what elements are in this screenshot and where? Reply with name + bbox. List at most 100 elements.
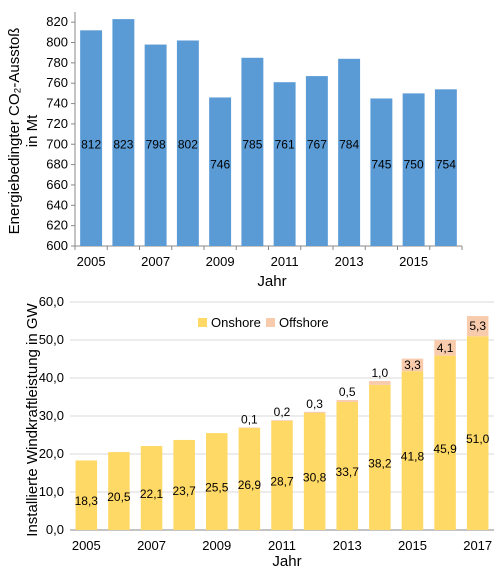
wind-offshore-data-label: 3,3 [404, 358, 421, 372]
wind-bar-onshore [75, 460, 98, 530]
wind-bar-onshore [434, 355, 456, 530]
co2-bar-data-label: 754 [436, 158, 456, 172]
wind-bar-onshore [173, 439, 195, 530]
wind-bar-offshore [303, 411, 326, 413]
co2-bar-data-label: 784 [339, 137, 359, 151]
wind-onshore-data-label: 38,2 [368, 456, 392, 470]
wind-onshore-data-label: 22,1 [140, 487, 164, 501]
co2-bar [241, 57, 264, 246]
wind-onshore-data-label: 41,8 [401, 450, 425, 464]
co2-bar [80, 30, 103, 246]
wind-y-tick-label: 30,0 [39, 408, 64, 423]
co2-bar-data-label: 798 [146, 137, 166, 151]
co2-x-tick-label: 2013 [335, 254, 364, 269]
wind-onshore-data-label: 25,5 [205, 481, 229, 495]
wind-chart-legend: Onshore Offshore [198, 315, 329, 330]
wind-onshore-data-label: 28,7 [270, 474, 294, 488]
wind-onshore-data-label: 18,3 [75, 494, 99, 508]
co2-bar-data-label: 746 [210, 158, 230, 172]
wind-bar-offshore [401, 358, 424, 372]
wind-bar-offshore [271, 420, 293, 421]
wind-x-tick-label: 2009 [202, 538, 231, 553]
wind-x-tick-label: 2015 [398, 538, 427, 553]
co2-bar [144, 44, 167, 247]
wind-bar-onshore [140, 446, 163, 530]
co2-bar [209, 97, 232, 246]
co2-y-tick-label: 700 [46, 136, 68, 151]
co2-x-tick-label: 2015 [399, 254, 428, 269]
wind-bar-onshore [303, 412, 326, 530]
wind-bar-offshore [434, 340, 456, 356]
co2-y-tick-label: 800 [46, 35, 68, 50]
legend-label-offshore: Offshore [279, 315, 329, 330]
co2-y-tick-label: 680 [46, 157, 68, 172]
co2-bar [273, 82, 296, 246]
co2-y-tick-label: 820 [46, 14, 68, 29]
legend-swatch-offshore [266, 318, 275, 327]
co2-bar-data-label: 823 [113, 137, 133, 151]
co2-x-tick-label: 2009 [206, 254, 235, 269]
co2-bar-data-label: 745 [371, 158, 391, 172]
legend-swatch-onshore [198, 318, 207, 327]
co2-x-tick-label: 2011 [271, 254, 299, 269]
wind-offshore-data-label: 0,3 [306, 397, 323, 411]
wind-bar-onshore [108, 452, 130, 530]
wind-x-tick-label: 2013 [333, 538, 362, 553]
wind-chart-x-title: Jahr [272, 553, 301, 570]
co2-y-tick-label: 600 [46, 238, 68, 253]
wind-y-tick-label: 10,0 [39, 484, 64, 499]
wind-bar-onshore [271, 420, 293, 530]
wind-chart-y-title: Installierte Windkraftleistung in GW [24, 302, 41, 536]
wind-y-tick-label: 60,0 [39, 294, 64, 309]
wind-x-tick-label: 2017 [463, 538, 492, 553]
co2-y-tick-label: 640 [46, 197, 68, 212]
co2-bar-data-label: 750 [404, 158, 424, 172]
wind-onshore-data-label: 20,5 [107, 490, 131, 504]
wind-bar-onshore [336, 401, 358, 530]
wind-onshore-data-label: 30,8 [303, 470, 327, 484]
co2-x-tick-label: 2005 [77, 254, 106, 269]
co2-y-tick-label: 740 [46, 96, 68, 111]
co2-y-tick-label: 760 [46, 75, 68, 90]
wind-y-tick-label: 20,0 [39, 446, 64, 461]
wind-bar-onshore [401, 371, 424, 530]
co2-chart-x-title: Jahr [257, 273, 286, 290]
co2-bar-data-label: 785 [242, 137, 262, 151]
wind-bar-onshore [369, 384, 391, 530]
wind-offshore-data-label: 5,3 [469, 319, 486, 333]
wind-x-tick-label: 2005 [72, 538, 101, 553]
wind-bar-offshore [466, 316, 489, 337]
co2-bar [112, 19, 135, 247]
wind-bar-offshore [336, 400, 358, 402]
co2-bar [370, 98, 393, 246]
co2-bar [402, 93, 425, 247]
co2-y-tick-label: 620 [46, 218, 68, 233]
wind-onshore-data-label: 33,7 [336, 465, 360, 479]
legend-label-onshore: Onshore [211, 315, 261, 330]
wind-y-tick-label: 50,0 [39, 332, 64, 347]
wind-onshore-data-label: 26,9 [238, 478, 262, 492]
wind-bar-onshore [238, 427, 261, 530]
co2-chart: Energiebedingter CO₂-Ausstoß in Mt Jahr … [6, 12, 463, 290]
wind-bar-offshore [369, 381, 391, 385]
co2-bar-data-label: 761 [275, 137, 295, 151]
co2-y-tick-label: 660 [46, 177, 68, 192]
co2-bar [338, 58, 361, 246]
wind-x-tick-label: 2011 [268, 538, 296, 553]
wind-onshore-data-label: 45,9 [433, 442, 457, 456]
wind-y-tick-label: 0,0 [46, 522, 64, 537]
co2-bar-data-label: 812 [81, 137, 101, 151]
wind-offshore-data-label: 1,0 [372, 366, 389, 380]
wind-bar-onshore [466, 336, 489, 530]
wind-x-tick-label: 2007 [137, 538, 166, 553]
wind-offshore-data-label: 0,5 [339, 385, 356, 399]
wind-chart: Installierte Windkraftleistung in GW Jah… [24, 294, 494, 570]
co2-y-tick-label: 780 [46, 55, 68, 70]
co2-bar [176, 40, 199, 247]
co2-bar-data-label: 767 [307, 137, 327, 151]
wind-onshore-data-label: 23,7 [172, 484, 196, 498]
wind-offshore-data-label: 0,2 [274, 405, 291, 419]
co2-y-tick-label: 720 [46, 116, 68, 131]
